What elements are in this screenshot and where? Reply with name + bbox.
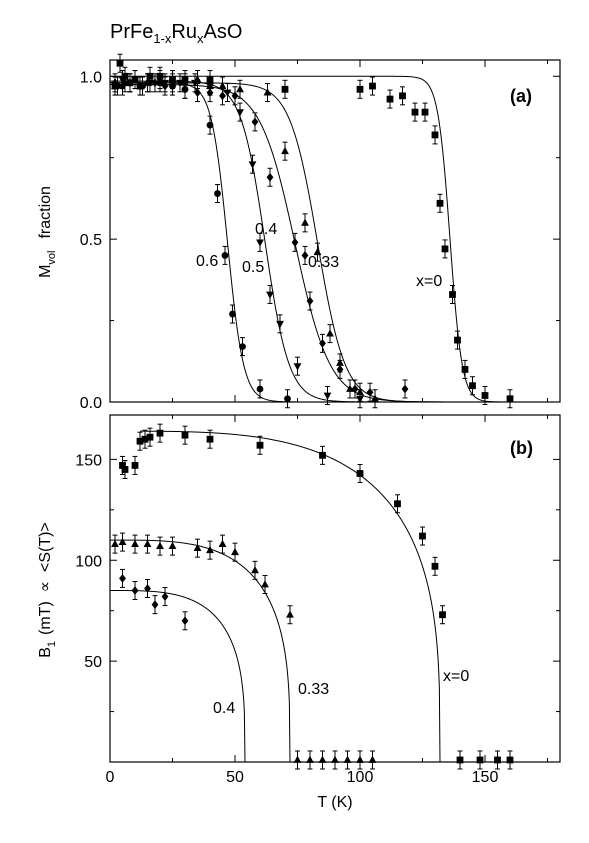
title-main: PrFe	[110, 21, 153, 43]
chart-title: PrFe1-xRuxAsO	[110, 21, 242, 46]
annotation-a-06: 0.6	[196, 253, 218, 270]
fit-curve-x0	[140, 430, 441, 763]
fit-curve-x0	[110, 75, 560, 403]
ylabel-b-rest: (mT) ∝ <S(T)>	[37, 522, 54, 635]
fit-curve-033	[110, 539, 291, 763]
ylabel-a-sub: vol	[46, 251, 58, 265]
fit-curve-06	[110, 82, 560, 403]
title-sub2: x	[197, 31, 204, 46]
fit-curve-04	[110, 83, 560, 403]
panel-a-points	[111, 53, 514, 409]
ylabel-b-main: B	[37, 647, 54, 658]
title-end: AsO	[203, 21, 242, 43]
panel-a: 0.0 0.5 1.0 (a) x=0 0.33 0.4 0.5 0.6 Mvol f…	[37, 53, 561, 412]
annotation-b-033: 0.33	[298, 681, 329, 698]
xlabel: T (K)	[317, 794, 352, 811]
panel-b-axes: 0 50 100 150 50 100 150	[75, 415, 560, 786]
ytick-label: 0.5	[80, 232, 102, 249]
panel-b: 0 50 100 150 50 100 150 (b) x=0 0.33 0.4 B1 (mT…	[37, 414, 561, 811]
xtick-label: 150	[472, 769, 499, 786]
panel-a-frame	[109, 59, 561, 403]
annotation-a-05: 0.5	[242, 259, 264, 276]
ytick-label: 1.0	[80, 69, 102, 86]
panel-a-axes: 0.0 0.5 1.0	[80, 60, 560, 412]
annotation-b-04: 0.4	[213, 700, 235, 717]
panel-b-fit-curves	[110, 430, 441, 763]
ylabel-a-main: M	[37, 265, 54, 278]
panel-b-label: (b)	[510, 438, 533, 458]
panel-a-label: (a)	[510, 86, 532, 106]
panel-b-frame	[109, 414, 561, 763]
title-sub1: 1-x	[153, 31, 172, 46]
ytick-label: 50	[84, 654, 102, 671]
panel-a-ylabel: Mvol fraction	[37, 186, 58, 278]
fit-curve-033	[110, 82, 560, 403]
ytick-label: 0.0	[80, 395, 102, 412]
panel-b-points	[111, 423, 514, 770]
ytick-label: 150	[75, 452, 102, 469]
fit-curve-04	[110, 590, 246, 763]
annotation-a-04: 0.4	[255, 221, 277, 238]
title-mid1: Ru	[171, 21, 197, 43]
xtick-label: 0	[106, 769, 115, 786]
xtick-label: 50	[226, 769, 244, 786]
xtick-label: 100	[347, 769, 374, 786]
ylabel-a-rest: fraction	[37, 186, 54, 238]
panel-b-ylabel: B1 (mT) ∝ <S(T)>	[37, 522, 58, 658]
annotation-b-x0: x=0	[443, 668, 469, 685]
ylabel-b-sub: 1	[46, 641, 58, 647]
annotation-a-033: 0.33	[308, 254, 339, 271]
ytick-label: 100	[75, 553, 102, 570]
annotation-a-x0: x=0	[416, 273, 442, 290]
panel-a-fit-curves	[110, 75, 560, 403]
fit-curve-05	[110, 80, 560, 403]
